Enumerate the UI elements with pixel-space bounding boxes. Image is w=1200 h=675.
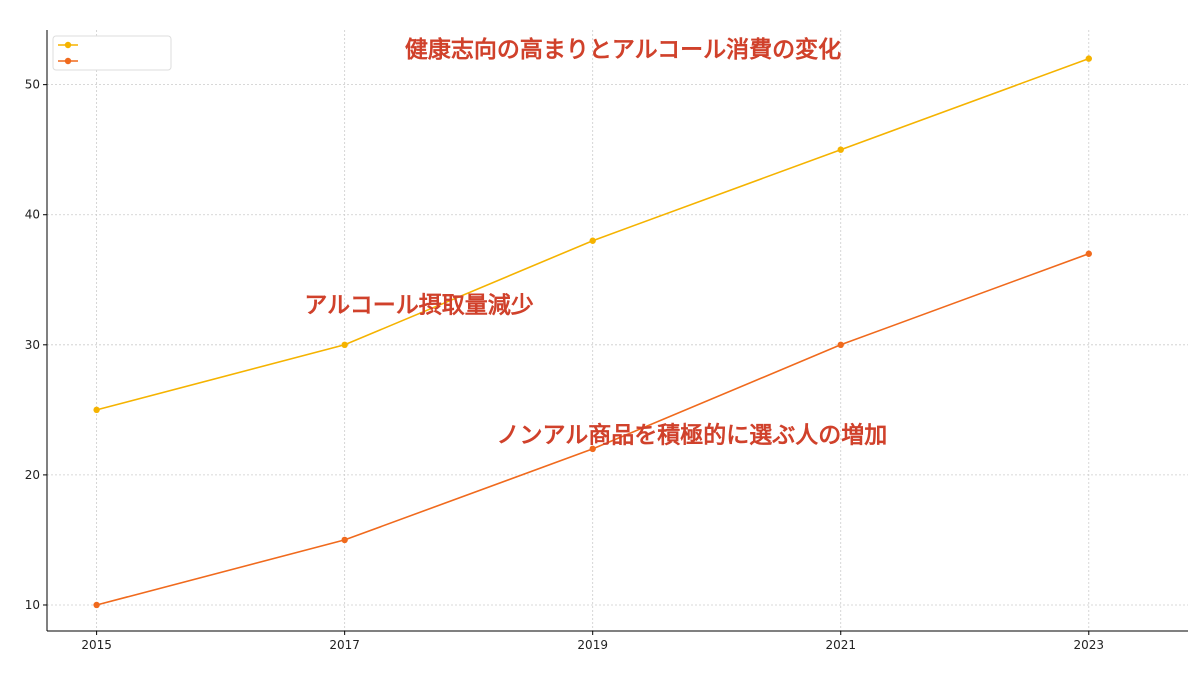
y-tick-label: 40 <box>25 208 40 222</box>
annotation-1: アルコール摂取量減少 <box>304 292 533 318</box>
legend-box <box>52 35 172 71</box>
legend <box>52 35 172 71</box>
data-point <box>341 341 348 349</box>
data-point <box>837 146 844 153</box>
grid-lines <box>47 30 1188 631</box>
x-tick-label: 2017 <box>329 638 360 652</box>
x-tick-label: 2015 <box>81 638 112 652</box>
data-point <box>589 445 596 453</box>
data-point <box>1085 250 1092 257</box>
data-point <box>837 341 844 349</box>
series-lines <box>93 55 1092 609</box>
annotation-2: ノンアル商品を積極的に選ぶ人の増加 <box>497 421 888 448</box>
data-point <box>589 237 596 244</box>
x-tick-label: 2021 <box>825 638 856 652</box>
y-tick-label: 30 <box>25 338 40 352</box>
y-tick-label: 10 <box>25 598 40 612</box>
axes <box>46 30 1188 632</box>
legend-marker-2 <box>64 57 72 65</box>
data-point <box>93 406 100 414</box>
data-point <box>1085 55 1092 62</box>
data-point <box>93 601 100 609</box>
data-point <box>341 536 348 544</box>
y-tick-labels: 10 20 30 40 50 <box>25 78 47 612</box>
chart-title: 健康志向の高まりとアルコール消費の変化 <box>405 36 841 63</box>
y-tick-label: 50 <box>25 78 40 92</box>
legend-marker-1 <box>64 41 72 49</box>
y-tick-label: 20 <box>25 468 40 482</box>
x-tick-label: 2019 <box>577 638 608 652</box>
x-tick-label: 2023 <box>1074 638 1105 652</box>
x-tick-labels: 2015 2017 2019 2021 2023 <box>81 631 1104 652</box>
